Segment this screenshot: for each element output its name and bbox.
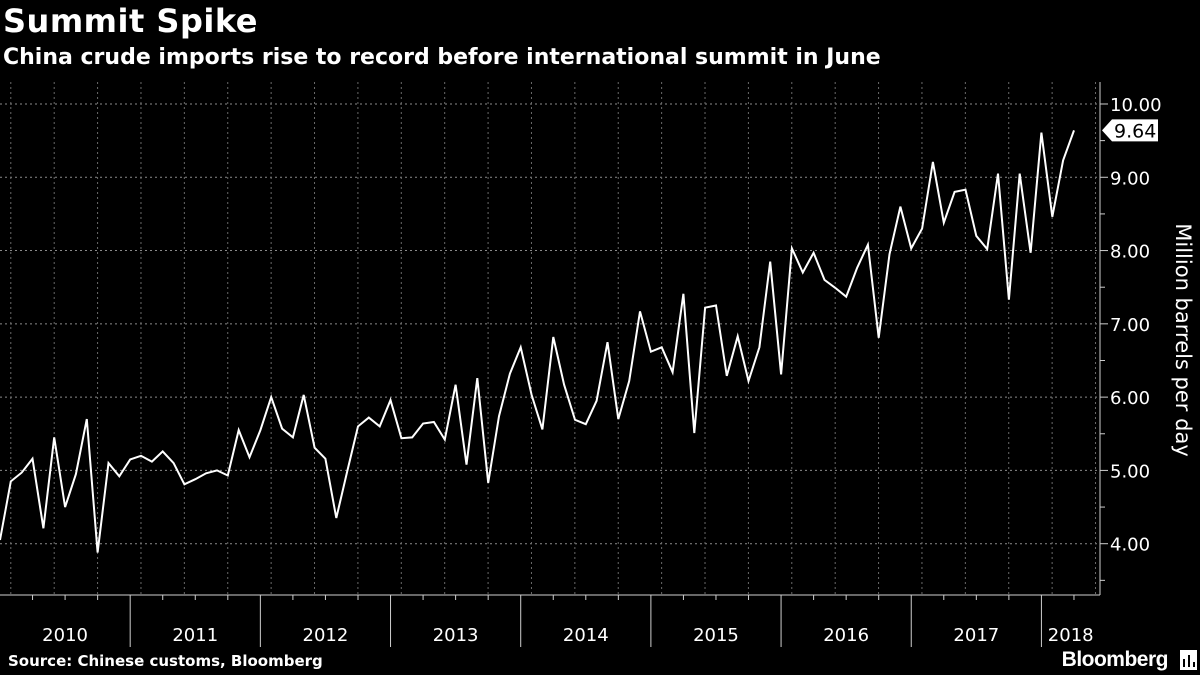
y-tick-label: 8.00: [1110, 242, 1150, 263]
y-axis: 4.00 5.00 6.00 7.00 8.00 9.00 10.00: [1099, 82, 1162, 595]
x-tick-label: 2013: [433, 625, 479, 646]
x-tick-label: 2018: [1048, 625, 1094, 646]
x-tick-label: 2016: [823, 625, 869, 646]
x-axis: 2010 2011 2012 2013 2014 2015 2016 2017 2018: [0, 594, 1100, 647]
chart-title: Summit Spike: [3, 2, 258, 40]
y-tick-label: 6.00: [1110, 388, 1150, 409]
x-tick-label: 2015: [693, 625, 739, 646]
series-group: [0, 130, 1075, 553]
x-tick-label: 2010: [42, 625, 88, 646]
chart-subtitle: China crude imports rise to record befor…: [3, 45, 881, 70]
y-axis-label: Million barrels per day: [1171, 223, 1195, 456]
series-line-china-crude-imports: [0, 130, 1075, 553]
value-callout: 9.64: [1102, 119, 1158, 142]
source-note: Source: Chinese customs, Bloomberg: [8, 652, 323, 670]
y-tick-label: 7.00: [1110, 315, 1150, 336]
y-tick-label: 4.00: [1110, 535, 1150, 556]
y-tick-label: 5.00: [1110, 461, 1150, 482]
y-tick-label: 9.00: [1110, 168, 1150, 189]
grid-lines: [0, 82, 1100, 595]
x-tick-label: 2017: [953, 625, 999, 646]
brand-logo-text: Bloomberg: [1061, 648, 1169, 671]
bloomberg-terminal-icon: [1180, 650, 1197, 670]
x-tick-label: 2014: [563, 625, 609, 646]
x-tick-label: 2012: [303, 625, 349, 646]
x-tick-label: 2011: [172, 625, 218, 646]
y-tick-label: 10.00: [1110, 95, 1162, 116]
callout-box: [1102, 119, 1158, 142]
callout-label: 9.64: [1114, 120, 1156, 142]
